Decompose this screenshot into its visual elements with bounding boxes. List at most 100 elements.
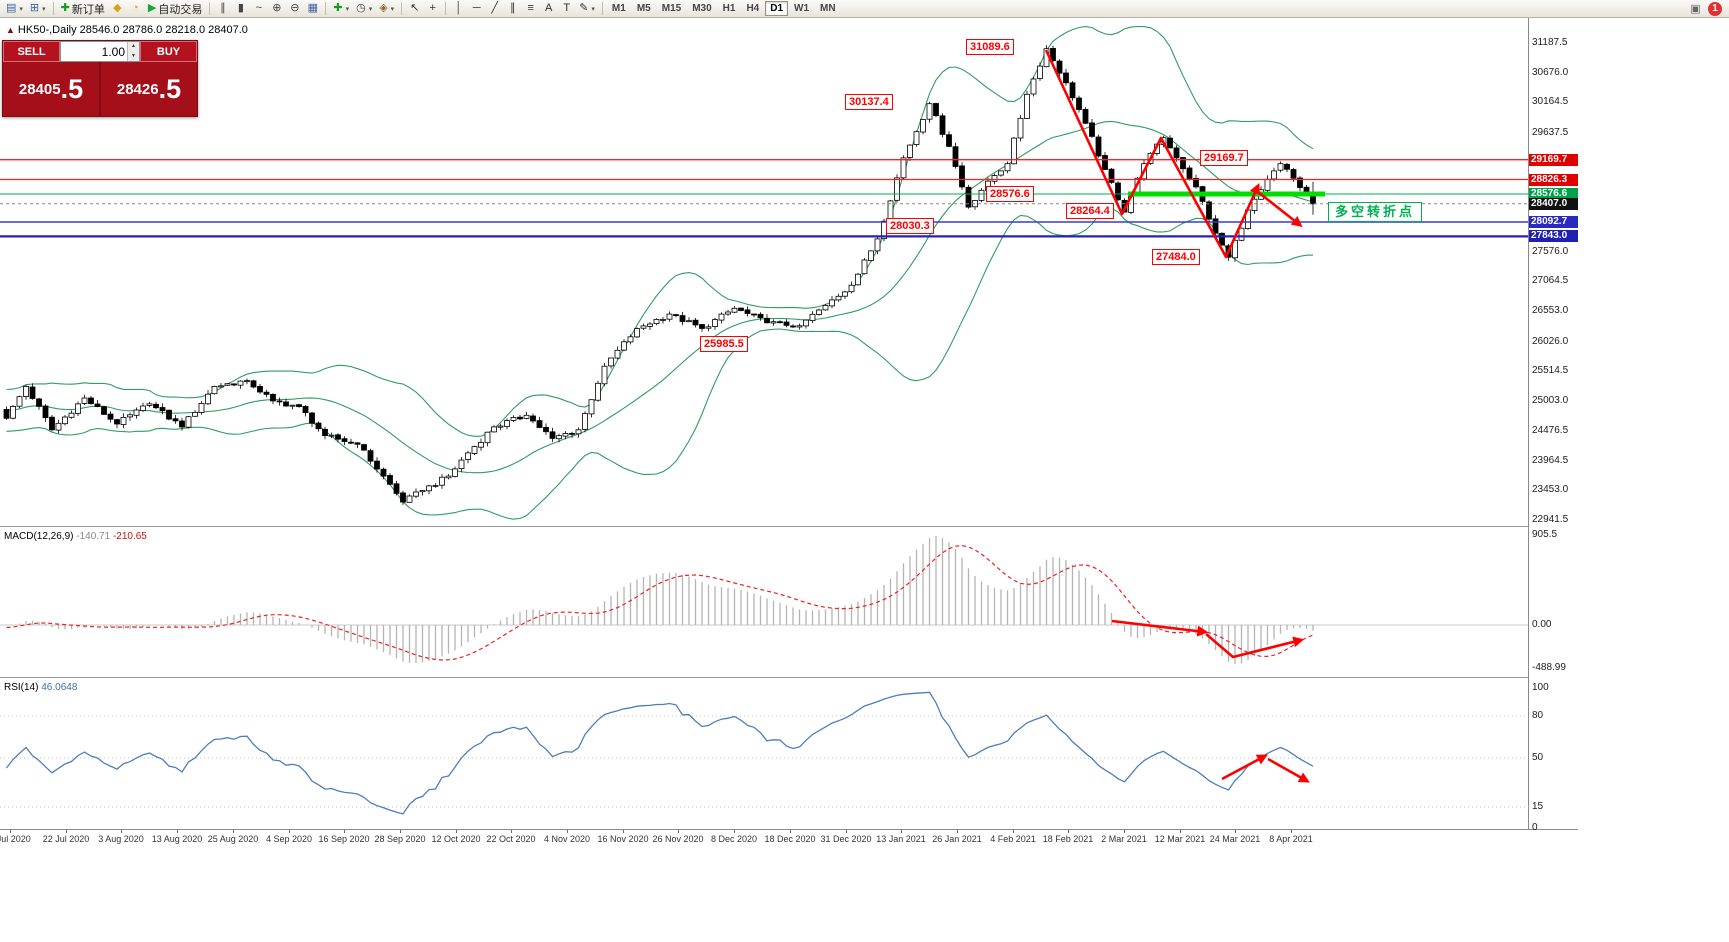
channel-icon[interactable]: ∥ bbox=[504, 1, 521, 17]
text-icon[interactable]: A bbox=[540, 1, 557, 17]
chart-profiles-icon[interactable]: ⊞ ▾ bbox=[27, 1, 49, 17]
notification-badge[interactable]: 1 bbox=[1708, 1, 1722, 16]
bollinger-bands bbox=[6, 25, 1314, 520]
date-axis[interactable]: 2 Jul 2020 22 Jul 2020 3 Aug 2020 13 Aug 20… bbox=[0, 829, 1578, 847]
tile-windows-icon[interactable]: ▦ bbox=[304, 1, 321, 17]
price-annotation[interactable]: 29169.7 bbox=[1200, 150, 1248, 166]
buy-button[interactable]: BUY bbox=[140, 41, 197, 62]
price-annotation[interactable]: 25985.5 bbox=[700, 336, 748, 352]
candles-chart-icon[interactable]: ▮ bbox=[232, 1, 249, 17]
line-chart-icon[interactable]: ~ bbox=[250, 1, 267, 17]
pane-separator[interactable] bbox=[0, 526, 1578, 528]
price-level-badge: 28407.0 bbox=[1529, 198, 1578, 210]
timeframe-m1[interactable]: M1 bbox=[611, 3, 626, 14]
main-price-pane[interactable] bbox=[0, 18, 1578, 526]
new-order-icon[interactable]: ✚ 新订单 bbox=[58, 1, 108, 17]
macd-pane[interactable] bbox=[0, 528, 1578, 677]
buy-price[interactable]: 28426.5 bbox=[101, 62, 197, 116]
timeframe-h4[interactable]: H4 bbox=[746, 3, 760, 14]
toolbar-groups: ▤ ▾ ⊞ ▾ ✚ 新订单 ◆ ◔ ▶ 自动交易 ∥ ▮ ~ ⊕ ⊖ ▦ ✚ ▾ ◷ ▾ ◈ ▾ ↖ + │ ─ ╱ ∥ ≡ A T ✎ ▾ M1… bbox=[3, 1, 841, 17]
text-annotation[interactable]: 多空转折点 bbox=[1328, 202, 1423, 222]
date-label: 13 Jan 2021 bbox=[876, 834, 926, 844]
chart-window-icon[interactable]: ▣ bbox=[1690, 3, 1701, 15]
price-tick-label: 25003.0 bbox=[1532, 395, 1569, 406]
templates-icon: ◈ bbox=[379, 2, 388, 14]
rsi-axis-label: 50 bbox=[1532, 752, 1544, 763]
sell-price[interactable]: 28405.5 bbox=[3, 62, 99, 116]
timeframe-mn[interactable]: MN bbox=[820, 3, 836, 14]
trendline-icon[interactable]: ╱ bbox=[486, 1, 503, 17]
trend-arrows[interactable] bbox=[1044, 49, 1303, 259]
date-label: 16 Sep 2020 bbox=[318, 834, 370, 844]
shapes-icon: ✎ bbox=[579, 2, 589, 14]
sell-button[interactable]: SELL bbox=[3, 41, 60, 62]
alerts-icon: ◔ bbox=[132, 2, 139, 14]
label-icon[interactable]: T bbox=[558, 1, 575, 17]
price-level-badge: 27843.0 bbox=[1529, 230, 1578, 242]
templates-icon[interactable]: ◈ ▾ bbox=[376, 1, 397, 17]
timeframe-d1[interactable]: D1 bbox=[765, 1, 789, 16]
pane-separator[interactable] bbox=[0, 677, 1578, 679]
new-chart-icon[interactable]: ▤ ▾ bbox=[3, 1, 26, 17]
rsi-pane[interactable] bbox=[0, 679, 1578, 829]
timeframe-m5[interactable]: M5 bbox=[636, 3, 651, 14]
rsi-axis-label: 80 bbox=[1532, 710, 1544, 721]
price-annotation[interactable]: 27484.0 bbox=[1152, 249, 1200, 265]
price-annotation[interactable]: 28264.4 bbox=[1066, 203, 1114, 219]
date-tick bbox=[10, 830, 11, 833]
crosshair-icon[interactable]: + bbox=[424, 1, 441, 17]
zoom-out-icon[interactable]: ⊖ bbox=[286, 1, 303, 17]
periods-icon[interactable]: ◷ ▾ bbox=[353, 1, 375, 17]
expert-advisor-icon[interactable]: ◆ bbox=[109, 1, 126, 17]
date-label: 8 Apr 2021 bbox=[1269, 834, 1313, 844]
alerts-icon[interactable]: ◔ bbox=[127, 1, 144, 17]
volume-box: ▲ ▼ bbox=[60, 41, 140, 62]
chart-area[interactable]: 2 Jul 2020 22 Jul 2020 3 Aug 2020 13 Aug 20… bbox=[0, 18, 1578, 847]
shapes-icon[interactable]: ✎ ▾ bbox=[576, 1, 598, 17]
new-chart-icon: ▤ bbox=[6, 2, 17, 14]
hline-icon[interactable]: ─ bbox=[468, 1, 485, 17]
date-tick bbox=[1068, 830, 1069, 833]
volume-up-icon[interactable]: ▲ bbox=[128, 42, 139, 52]
autotrade-icon[interactable]: ▶ 自动交易 bbox=[145, 1, 205, 17]
volume-down-icon[interactable]: ▼ bbox=[128, 51, 139, 61]
date-label: 24 Mar 2021 bbox=[1209, 834, 1261, 844]
macd-histogram bbox=[5, 536, 1314, 664]
timeframe-m30[interactable]: M30 bbox=[692, 3, 712, 14]
rsi-arrows[interactable] bbox=[1221, 754, 1310, 783]
price-annotation[interactable]: 28576.6 bbox=[986, 186, 1034, 202]
fibonacci-icon[interactable]: ≡ bbox=[522, 1, 539, 17]
timeframe-m15[interactable]: M15 bbox=[661, 3, 682, 14]
cursor-icon[interactable]: ↖ bbox=[406, 1, 423, 17]
chart-ohlc-label: ▲ HK50-,Daily 28546.0 28786.0 28218.0 284… bbox=[6, 24, 248, 36]
timeframe-h1[interactable]: H1 bbox=[722, 3, 736, 14]
price-tick-label: 25514.5 bbox=[1532, 365, 1569, 376]
buy-price-frac: .5 bbox=[158, 73, 182, 104]
one-click-toggle-icon[interactable]: ▲ bbox=[6, 25, 15, 35]
chart-profiles-icon: ⊞ bbox=[29, 2, 40, 14]
date-tick bbox=[177, 830, 178, 833]
chevron-down-icon: ▾ bbox=[345, 5, 350, 13]
zoom-in-icon[interactable]: ⊕ bbox=[268, 1, 285, 17]
price-annotation[interactable]: 31089.6 bbox=[966, 39, 1014, 55]
price-annotation[interactable]: 28030.3 bbox=[886, 218, 934, 234]
macd-axis-label: 0.00 bbox=[1532, 619, 1552, 630]
indicators-icon[interactable]: ✚ ▾ bbox=[330, 1, 352, 17]
rsi-name: RSI(14) bbox=[4, 682, 39, 693]
price-annotation[interactable]: 30137.4 bbox=[845, 94, 893, 110]
chevron-down-icon: ▾ bbox=[591, 5, 595, 13]
macd-arrows[interactable] bbox=[1111, 619, 1305, 659]
date-label: 25 Aug 2020 bbox=[207, 834, 259, 844]
timeframe-w1[interactable]: W1 bbox=[794, 3, 810, 14]
date-tick bbox=[400, 830, 401, 833]
macd-axis-label: 905.5 bbox=[1532, 529, 1558, 540]
volume-input[interactable] bbox=[61, 42, 127, 61]
price-scale[interactable]: 31187.5 30676.0 30164.5 29637.5 27576.0 27064… bbox=[1528, 18, 1578, 833]
price-tick-label: 26553.0 bbox=[1532, 305, 1569, 316]
vline-icon[interactable]: │ bbox=[450, 1, 467, 17]
price-level-badge: 29169.7 bbox=[1529, 154, 1578, 166]
new-order-icon-label: 新订单 bbox=[71, 3, 105, 16]
one-click-trading-panel: SELL ▲ ▼ BUY 28405.5 28426.5 bbox=[2, 40, 198, 117]
bars-chart-icon[interactable]: ∥ bbox=[214, 1, 231, 17]
macd-axis-label: -488.99 bbox=[1532, 662, 1566, 673]
